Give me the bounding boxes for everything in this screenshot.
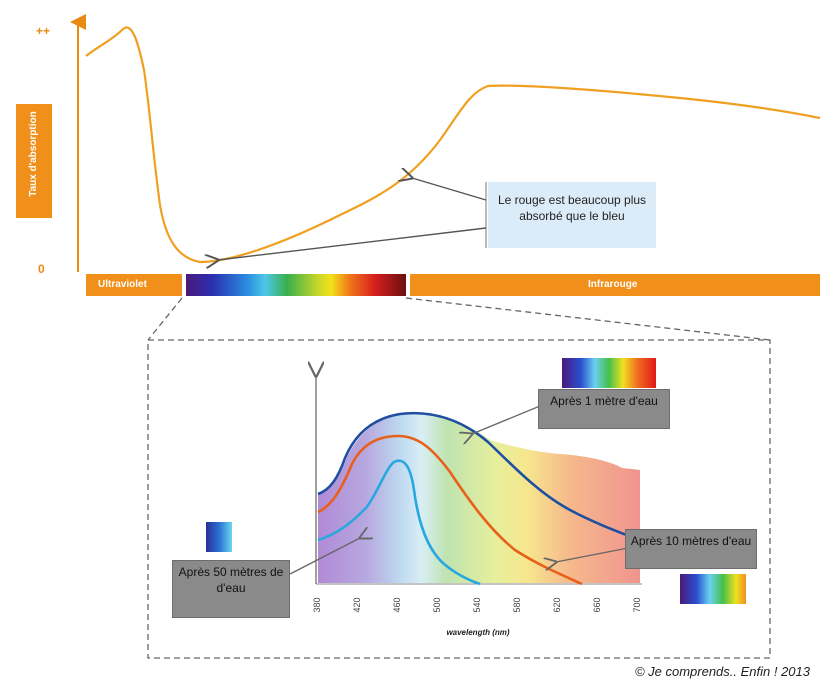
curve-10m bbox=[317, 434, 583, 586]
infrared-band bbox=[410, 274, 820, 296]
inset-spectrum-area bbox=[318, 412, 640, 583]
copyright-notice: © Je comprends.. Enfin ! 2013 bbox=[634, 664, 810, 679]
visible-spectrum-band bbox=[186, 274, 406, 296]
zoom-guide-right bbox=[405, 297, 771, 341]
zoom-guide-left bbox=[147, 297, 183, 341]
y-axis-zero-label: 0 bbox=[38, 262, 45, 276]
callout-1m: Après 1 mètre d'eau bbox=[538, 389, 670, 429]
tick-label: 500 bbox=[432, 597, 442, 613]
infrared-label: Infrarouge bbox=[588, 279, 638, 290]
callout-10m: Après 10 mètres d'eau bbox=[625, 529, 757, 569]
arrow-10m bbox=[556, 547, 629, 562]
callout-arrow-red bbox=[412, 178, 487, 201]
tick-label: 660 bbox=[592, 597, 602, 613]
tick-label: 540 bbox=[472, 597, 482, 613]
callout-50m: Après 50 mètres de d'eau bbox=[172, 560, 290, 618]
swatch-10m bbox=[680, 574, 746, 604]
y-axis-top-label: ++ bbox=[36, 24, 51, 38]
arrow-1m bbox=[472, 405, 541, 434]
curve-50m bbox=[317, 459, 481, 586]
absorption-curve bbox=[85, 26, 820, 264]
curve-1m bbox=[317, 411, 661, 550]
callout-arrow-blue bbox=[218, 227, 487, 260]
ultraviolet-label: Ultraviolet bbox=[98, 279, 147, 290]
ultraviolet-band bbox=[86, 274, 182, 296]
arrow-50m bbox=[289, 538, 360, 575]
absorption-callout: Le rouge est beaucoup plus absorbé que l… bbox=[488, 182, 656, 248]
inset-frame bbox=[147, 339, 771, 659]
tick-label: 420 bbox=[352, 597, 362, 613]
tick-label: 460 bbox=[392, 597, 402, 613]
swatch-50m bbox=[206, 522, 232, 552]
tick-label: 700 bbox=[632, 597, 642, 613]
swatch-1m bbox=[562, 358, 656, 388]
tick-label: 380 bbox=[312, 597, 322, 613]
tick-label: 620 bbox=[552, 597, 562, 613]
y-axis-title-box bbox=[16, 104, 52, 218]
inset-x-axis-label: wavelength (nm) bbox=[446, 628, 510, 637]
y-axis-title: Taux d'absorption bbox=[28, 111, 39, 197]
tick-label: 580 bbox=[512, 597, 522, 613]
